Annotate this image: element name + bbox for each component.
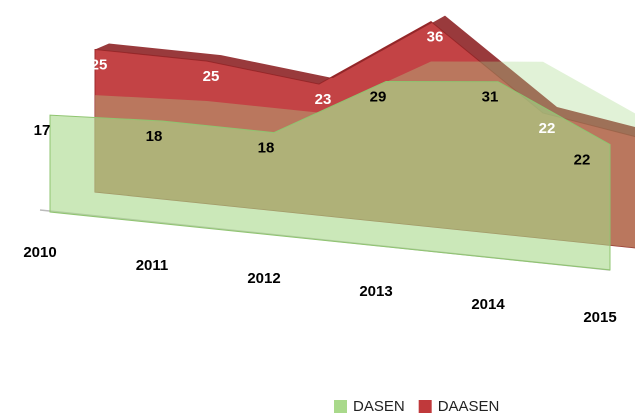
data-label: 17	[34, 122, 51, 139]
x-tick-label: 2010	[23, 244, 56, 261]
data-label: 36	[427, 29, 444, 46]
data-label: 18	[258, 140, 275, 157]
data-label: 25	[91, 56, 108, 73]
legend-label: DASEN	[353, 398, 405, 415]
data-label: 18	[146, 128, 163, 145]
x-tick-label: 2012	[247, 270, 280, 287]
legend-label: DAASEN	[438, 398, 500, 415]
data-label: 22	[574, 152, 591, 169]
legend-swatch	[334, 400, 347, 413]
area-front	[49, 80, 611, 271]
x-tick-label: 2013	[359, 283, 392, 300]
legend-swatch	[418, 400, 432, 413]
data-label: 22	[539, 120, 556, 137]
data-label: 25	[203, 68, 220, 85]
x-tick-label: 2014	[471, 296, 505, 313]
x-tick-label: 2011	[136, 257, 169, 274]
data-label: 23	[315, 91, 332, 108]
data-label: 29	[370, 88, 387, 105]
data-label: 31	[482, 89, 499, 106]
x-tick-label: 2015	[583, 309, 616, 326]
